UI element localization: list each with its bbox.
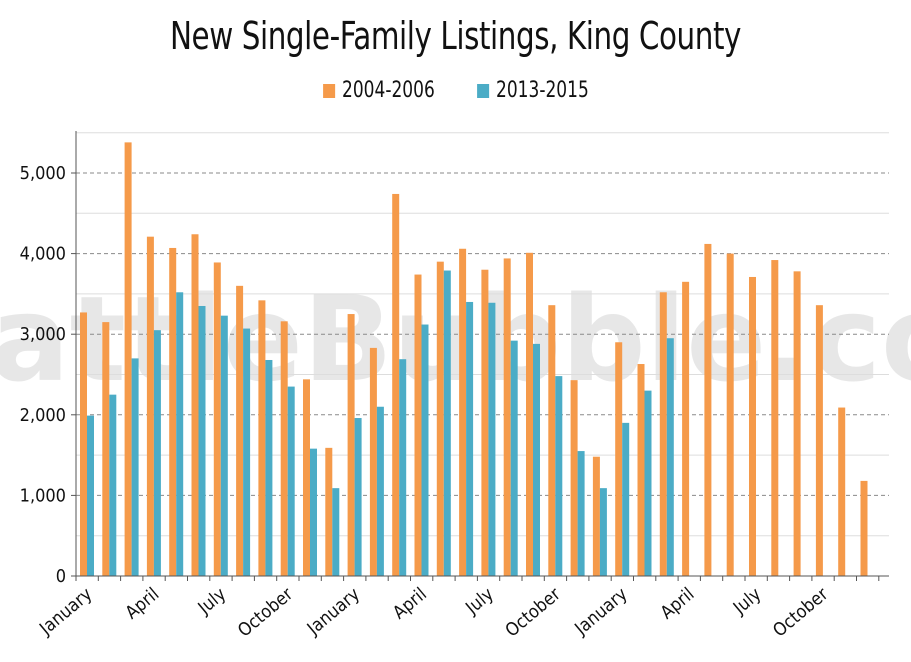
- bar-series-2: [265, 359, 273, 576]
- bar-series-1: [102, 322, 110, 576]
- bar-series-1: [659, 292, 667, 576]
- bar-series-2: [421, 324, 429, 576]
- bar-series-2: [287, 386, 295, 576]
- bar-series-2: [176, 292, 184, 576]
- y-tick-label: 5,000: [20, 163, 66, 184]
- bar-series-1: [436, 261, 444, 576]
- bar-series-1: [704, 243, 712, 577]
- legend-swatch-series-2: [476, 83, 489, 98]
- bar-series-2: [466, 301, 474, 576]
- y-tick-label: 3,000: [20, 324, 66, 345]
- bar-series-2: [399, 359, 407, 576]
- bar-series-2: [599, 488, 607, 576]
- bar-series-1: [726, 253, 734, 576]
- bar-series-2: [622, 422, 630, 576]
- bar-series-1: [615, 342, 623, 576]
- x-tick-label: July: [194, 583, 231, 619]
- legend-swatch-series-1: [322, 83, 335, 98]
- bar-series-1: [637, 364, 645, 576]
- bar-series-1: [526, 252, 533, 576]
- bar-series-2: [109, 394, 117, 576]
- x-tick-label: July: [729, 583, 766, 619]
- x-tick-label: April: [657, 584, 699, 624]
- bar-series-2: [577, 451, 585, 576]
- bar-series-2: [666, 338, 674, 576]
- bar-series-1: [459, 248, 467, 577]
- bar-series-2: [510, 340, 518, 576]
- bar-series-2: [131, 358, 139, 576]
- bar-series-2: [354, 418, 362, 576]
- legend-label-series-1: 2004-2006: [341, 78, 435, 103]
- bar-series-1: [325, 447, 333, 576]
- y-tick-label: 0: [56, 566, 66, 587]
- bar-series-1: [860, 480, 868, 576]
- y-axis-ticks: 0 1,000 2,000 3,000 4,000 5,000: [20, 163, 76, 587]
- bar-series-1: [793, 271, 801, 576]
- x-tick-label: October: [234, 584, 297, 642]
- bar-series-2: [376, 406, 384, 576]
- bar-series-1: [570, 380, 578, 576]
- x-tick-label: January: [303, 583, 365, 639]
- bar-series-2: [198, 305, 206, 576]
- bar-series-1: [258, 300, 266, 576]
- bar-series-1: [838, 407, 846, 576]
- bar-series-2: [533, 343, 540, 576]
- y-tick-label: 2,000: [20, 405, 66, 426]
- legend-item-series-1[interactable]: 2004-2006: [322, 78, 435, 103]
- bar-series-2: [243, 328, 251, 576]
- legend: 2004-2006 2013-2015: [0, 78, 911, 103]
- bar-series-1: [146, 236, 154, 576]
- chart-title: New Single-Family Listings, King County: [169, 14, 742, 58]
- bar-series-1: [392, 193, 400, 576]
- bar-series-1: [592, 456, 600, 576]
- bar-series-1: [503, 258, 511, 576]
- y-tick-label: 1,000: [20, 485, 66, 506]
- bar-series-2: [153, 330, 161, 576]
- x-tick-label: April: [121, 584, 163, 624]
- legend-label-series-2: 2013-2015: [495, 78, 589, 103]
- x-axis-ticks: January April July October January April July O…: [35, 576, 880, 642]
- bar-series-1: [191, 234, 199, 577]
- bar-series-1: [481, 269, 489, 576]
- bar-series-2: [555, 376, 563, 576]
- bar-series-2: [488, 302, 496, 576]
- x-tick-label: October: [769, 584, 832, 642]
- bar-series-2: [220, 315, 228, 576]
- x-tick-label: July: [461, 583, 498, 619]
- bar-series-1: [369, 347, 377, 576]
- bar-series-1: [682, 281, 690, 576]
- bar-series-1: [771, 260, 779, 576]
- bar-series-1: [80, 312, 87, 576]
- bar-series-1: [548, 305, 556, 576]
- bar-series-1: [169, 247, 177, 576]
- bar-series-1: [213, 262, 221, 576]
- y-tick-label: 4,000: [20, 244, 66, 265]
- bar-series-1: [280, 321, 288, 576]
- bar-series-2: [310, 448, 317, 576]
- x-tick-label: April: [389, 584, 431, 624]
- axes: [75, 131, 889, 577]
- x-tick-label: January: [570, 583, 632, 639]
- bar-series-1: [414, 274, 422, 576]
- bar-series-1: [236, 285, 244, 576]
- bar-series-2: [644, 390, 652, 576]
- bars: [80, 142, 868, 577]
- bar-series-1: [347, 314, 355, 576]
- bar-series-2: [87, 415, 94, 576]
- bar-series-1: [815, 305, 823, 576]
- bar-series-1: [749, 276, 756, 576]
- bar-series-1: [303, 379, 310, 576]
- x-tick-label: October: [502, 584, 565, 642]
- legend-item-series-2[interactable]: 2013-2015: [476, 78, 589, 103]
- bar-series-1: [124, 142, 132, 576]
- bar-series-2: [443, 270, 451, 576]
- x-tick-label: January: [35, 583, 97, 639]
- bar-series-2: [332, 488, 340, 576]
